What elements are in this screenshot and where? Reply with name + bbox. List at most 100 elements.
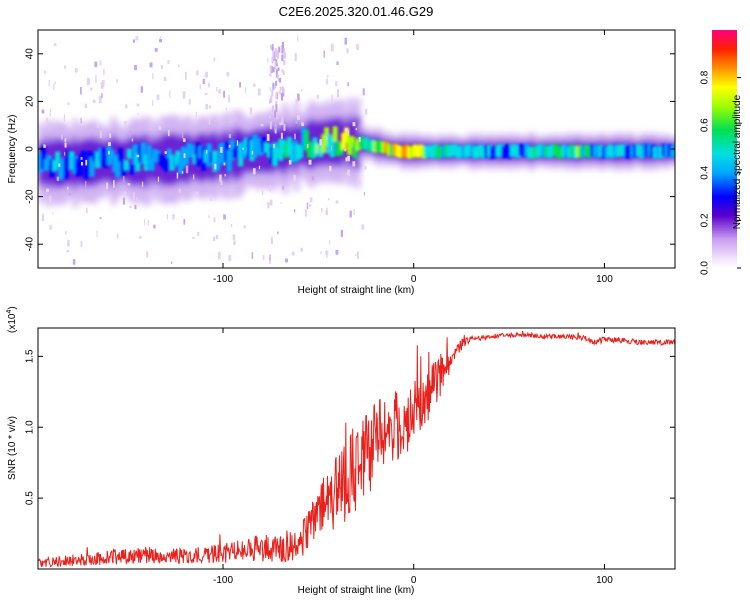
snr-y-axis-label: SNR (10 * v/v): [7, 416, 18, 480]
spectrogram-speckle: [236, 140, 239, 146]
spectrogram-speckle: [80, 240, 83, 248]
spectrogram-speckle: [330, 43, 334, 52]
spectrogram-ridge-cell: [366, 139, 372, 152]
spectrogram-speckle: [319, 139, 323, 146]
spectrogram-ridge-cell: [455, 146, 461, 159]
spectrogram-ridge-cell: [298, 144, 304, 159]
spectrogram-ridge-cell: [329, 138, 335, 158]
spectrogram-ridge-cell: [246, 138, 252, 159]
spectrogram-speckle: [67, 239, 70, 247]
spectrogram-speckle: [283, 51, 286, 59]
spectrogram-ridge-cell: [140, 142, 146, 164]
spectrogram-speckle: [152, 72, 154, 80]
spectrogram-ridge-cell: [92, 151, 98, 162]
spectrogram-speckle: [123, 175, 125, 183]
spectrogram-speckle: [243, 225, 246, 229]
spectrogram-ridge-cell: [115, 156, 121, 178]
spectrogram-speckle: [164, 151, 167, 154]
spectrogram-speckle: [135, 36, 139, 41]
spectrogram-ridge-cell: [510, 144, 516, 157]
figure-title: C2E6.2025.320.01.46.G29: [279, 4, 434, 19]
spectrogram-speckle: [364, 108, 368, 115]
spectrogram-speckle: [134, 204, 137, 210]
spectrogram-ridge-cell: [670, 145, 675, 158]
spectrogram-speckle: [152, 99, 154, 107]
spectrogram-ridge-cell: [209, 152, 215, 164]
spectrogram-speckle: [181, 171, 184, 174]
spectrogram-speckle: [275, 69, 278, 78]
spectrogram-speckle: [133, 192, 135, 201]
spectrogram-speckle: [281, 69, 284, 73]
spectrogram-speckle: [80, 86, 82, 95]
spectrogram-ridge-cell: [630, 145, 636, 158]
spectrogram-ridge-cell: [281, 140, 287, 155]
spectrogram-ridge-cell: [547, 146, 553, 159]
spectrogram-speckle: [226, 72, 230, 77]
spectrogram-ridge-cell: [381, 141, 387, 154]
spectrogram-speckle: [214, 163, 217, 170]
spectrogram-speckle: [85, 159, 88, 166]
spectrogram-ridge-cell: [481, 146, 487, 159]
spectrogram-ridge-cell: [604, 146, 610, 159]
spectrogram-speckle: [279, 77, 282, 83]
spectrogram-speckle: [295, 99, 298, 105]
spectrogram-ridge-cell: [321, 134, 327, 153]
spectrogram-ridge-cell: [461, 146, 467, 159]
spectrogram-speckle: [225, 107, 227, 111]
snr-y-ticks: 0.5 1.0 1.5: [25, 349, 675, 505]
spectrogram-ridge-cell: [355, 138, 361, 151]
spectrogram-speckle: [288, 160, 292, 165]
spectrogram-speckle: [239, 82, 242, 88]
spectrogram-ridge-cell: [407, 146, 413, 159]
spectrogram-speckle: [228, 134, 232, 139]
spectrogram-speckle: [297, 93, 300, 102]
spectrogram-ridge-cell: [575, 145, 581, 158]
spectrogram-ridge-cell: [567, 146, 573, 159]
spectrogram-speckle: [347, 130, 350, 137]
spectrogram-speckle: [364, 165, 367, 170]
spectrogram-speckle: [308, 159, 312, 165]
spectrogram-ridge-cell: [624, 145, 630, 158]
spectrogram-ridge-cell: [126, 148, 132, 159]
spectrogram-speckle: [269, 199, 273, 206]
spectrogram-ridge-cell: [229, 139, 235, 161]
snr-panel: -100 0 100 0.5 1.0 1.5 Height of straight li…: [6, 306, 676, 596]
spectrogram-speckle: [193, 174, 195, 180]
spectrogram-speckle: [61, 134, 63, 140]
spectrogram-ridge-cell: [658, 146, 664, 159]
spectrogram-ridge-cell: [226, 149, 232, 172]
spectrogram-ridge-cell: [255, 138, 261, 154]
spectrogram-ridge-cell: [146, 145, 152, 168]
spectrogram-ridge-cell: [83, 159, 89, 179]
spectrogram-speckle: [140, 86, 143, 93]
spectrogram-ridge-cell: [43, 159, 49, 171]
spectrogram-ridge-cell: [212, 150, 218, 173]
spectrogram-speckle: [215, 234, 219, 240]
spectrogram-speckle: [349, 210, 352, 218]
spectrogram-ridge-cell: [653, 146, 659, 159]
spectrogram-ridge-cell: [472, 146, 478, 159]
spectrogram-speckle: [300, 89, 303, 92]
spectrogram-speckle: [273, 144, 275, 149]
spectrogram-speckle: [116, 233, 119, 239]
spectrogram-speckle: [131, 138, 134, 142]
spectrogram-ridge-cell: [318, 143, 324, 158]
spectrogram-speckle: [54, 81, 56, 85]
spectrogram-speckle: [192, 236, 195, 239]
y-tick-label: -40: [25, 237, 36, 252]
spectrogram-speckle: [363, 192, 366, 196]
spectrogram-speckle: [95, 74, 97, 83]
spectrogram-ridge-cell: [289, 143, 295, 163]
spectrogram-ridge-cell: [261, 136, 267, 153]
spectrogram-ridge-cell: [158, 153, 164, 166]
spectrogram-ridge-cell: [644, 144, 650, 157]
x-tick-label: 0: [411, 575, 417, 586]
spectrogram-ridge-cell: [155, 150, 161, 161]
spectrogram-speckle: [213, 57, 216, 62]
spectrogram-ridge-cell: [452, 144, 458, 157]
spectrogram-ridge-cell: [647, 144, 653, 157]
spectrogram-speckle: [294, 133, 296, 140]
spectrogram-ridge-cell: [309, 143, 315, 159]
spectrogram-speckle: [228, 144, 231, 148]
spectrogram-speckle: [347, 82, 349, 87]
